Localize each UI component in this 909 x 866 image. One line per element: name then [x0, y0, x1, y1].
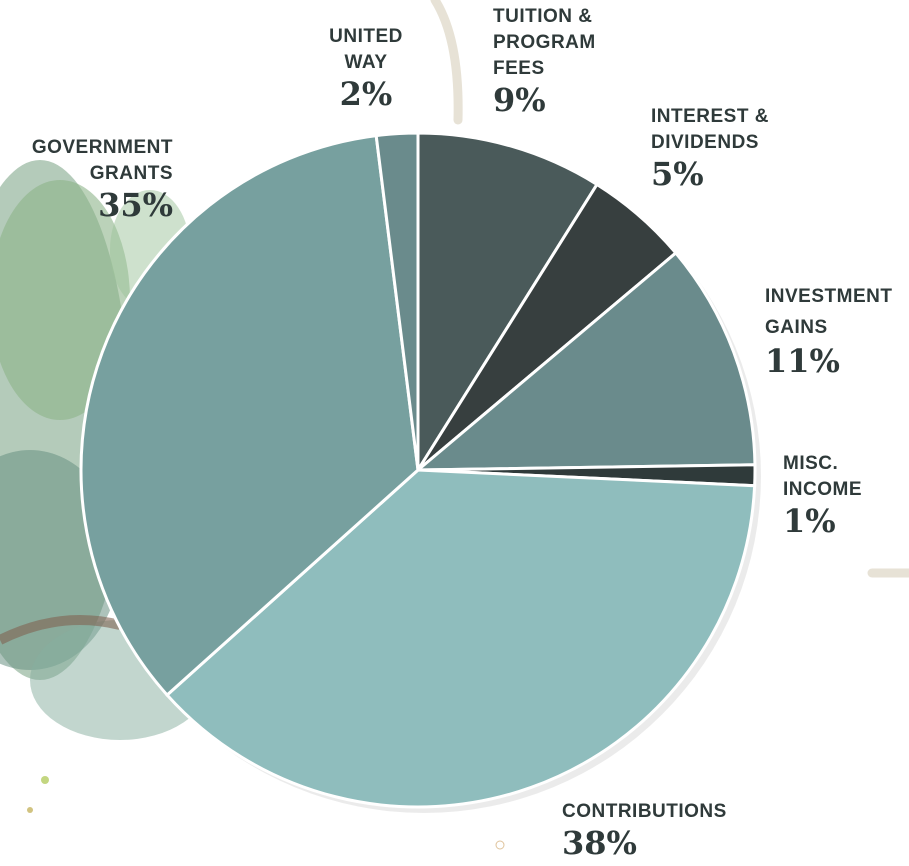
pie-slice: [416, 131, 600, 476]
slice-label: UNITED WAY 2%: [320, 24, 412, 112]
slice-name: INVESTMENT GAINS: [765, 286, 893, 338]
slice-value: 2%: [339, 75, 393, 113]
slice-label: INTEREST & DIVIDENDS 5%: [651, 104, 791, 192]
slice-name: CONTRIBUTIONS: [562, 801, 727, 822]
slice-value: 38%: [562, 824, 637, 862]
slice-value: 1%: [783, 502, 836, 540]
pie-slice: [164, 468, 757, 809]
slice-label: GOVERNMENT GRANTS 35%: [0, 135, 173, 223]
slice-name: MISC. INCOME: [783, 453, 862, 500]
pie-slice: [413, 250, 757, 472]
slice-value: 5%: [651, 155, 704, 193]
slice-name: TUITION & PROGRAM FEES: [493, 6, 596, 79]
slice-value: 9%: [493, 81, 546, 119]
slice-name: GOVERNMENT GRANTS: [31, 137, 173, 184]
pie-slice: [374, 131, 420, 471]
slice-label: INVESTMENT GAINS 11%: [765, 281, 909, 379]
pie-slice: [79, 133, 420, 698]
pie: [79, 131, 757, 809]
slice-value: 35%: [98, 186, 173, 224]
slice-label: CONTRIBUTIONS 38%: [562, 799, 762, 861]
slice-label: MISC. INCOME 1%: [783, 451, 883, 539]
slice-name: UNITED WAY: [329, 26, 403, 73]
slice-name: INTEREST & DIVIDENDS: [651, 106, 769, 153]
slice-value: 11%: [765, 342, 840, 380]
slice-label: TUITION & PROGRAM FEES 9%: [493, 4, 623, 118]
